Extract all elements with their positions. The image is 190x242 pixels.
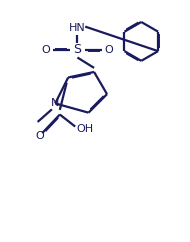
Text: OH: OH (77, 124, 94, 134)
Text: O: O (105, 45, 113, 55)
Text: O: O (36, 131, 44, 141)
Text: HN: HN (69, 23, 86, 32)
Text: N: N (51, 98, 59, 108)
Text: O: O (42, 45, 50, 55)
Text: S: S (73, 43, 82, 56)
